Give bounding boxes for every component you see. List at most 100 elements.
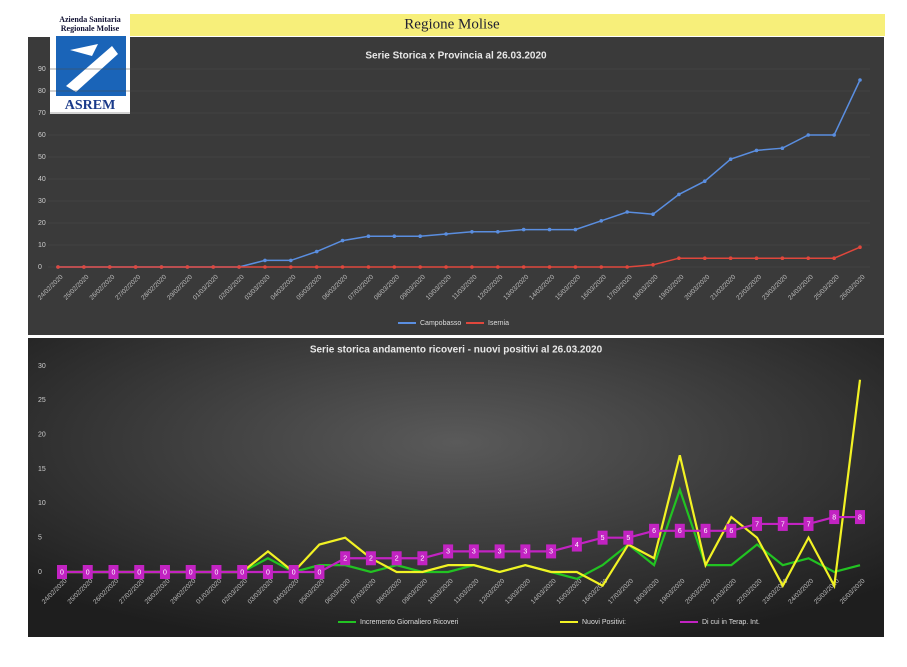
data-label: 0	[112, 569, 116, 576]
y-tick-label: 60	[38, 132, 46, 139]
y-tick-label: 40	[38, 176, 46, 183]
data-label-box	[211, 565, 222, 579]
series-line	[58, 246, 861, 268]
data-label: 0	[137, 569, 141, 576]
data-label-box	[108, 565, 119, 579]
point	[573, 265, 578, 269]
point	[754, 148, 759, 153]
point	[470, 230, 474, 234]
data-label-box	[237, 565, 248, 579]
data-label: 7	[755, 521, 759, 528]
point	[392, 265, 397, 269]
point	[728, 157, 733, 161]
data-label: 3	[472, 549, 476, 556]
data-label: 0	[292, 569, 296, 576]
data-label-box	[340, 551, 351, 566]
data-label-box	[803, 516, 814, 531]
point	[547, 227, 552, 232]
y-tick-label: 0	[38, 264, 42, 271]
data-label: 0	[189, 569, 193, 576]
data-label-box	[262, 565, 273, 579]
data-label-box	[134, 565, 145, 579]
legend-label: Nuovi Positivi:	[582, 619, 626, 626]
point	[521, 265, 526, 269]
data-label: 6	[678, 528, 682, 535]
data-label: 3	[523, 549, 527, 556]
legend-label: Incremento Giornaliero Ricoveri	[360, 619, 459, 626]
data-label: 7	[807, 521, 811, 528]
logo-name: ASREM	[65, 98, 116, 113]
point	[470, 265, 474, 269]
logo-line1: Azienda Sanitaria	[59, 15, 121, 24]
data-label-box	[752, 516, 763, 531]
data-label: 0	[163, 569, 167, 576]
data-label: 0	[240, 569, 244, 576]
point	[754, 256, 759, 261]
point	[366, 234, 371, 238]
data-label-box	[443, 544, 454, 559]
point	[858, 245, 862, 249]
y-tick-label: 15	[38, 466, 46, 473]
data-label: 5	[601, 535, 605, 542]
data-label-box	[468, 544, 479, 559]
point	[314, 265, 319, 269]
data-label-box	[185, 565, 196, 579]
point	[185, 265, 190, 269]
data-label-box	[546, 544, 557, 559]
data-label-box	[855, 510, 865, 525]
data-label-box	[417, 551, 428, 566]
point	[573, 227, 578, 232]
point	[702, 179, 707, 183]
point	[496, 230, 500, 234]
point	[651, 212, 655, 216]
data-label-box	[288, 565, 299, 579]
point	[289, 265, 293, 269]
data-label: 0	[317, 569, 321, 576]
data-label-box	[649, 523, 660, 538]
point	[159, 265, 164, 269]
point	[702, 256, 707, 261]
data-label: 2	[395, 556, 399, 563]
legend-label: Isernia	[488, 320, 509, 327]
data-label: 0	[86, 569, 90, 576]
header-title: Regione Molise	[404, 16, 500, 32]
y-tick-label: 50	[38, 154, 46, 161]
point	[677, 192, 681, 197]
point	[806, 256, 811, 261]
data-label-box	[391, 551, 402, 566]
data-label: 0	[60, 569, 64, 576]
panel-1	[28, 37, 884, 335]
point	[728, 256, 733, 261]
point	[444, 232, 448, 236]
point	[625, 210, 629, 214]
data-label: 6	[729, 528, 733, 535]
point	[107, 265, 112, 269]
data-label-box	[623, 530, 634, 545]
data-label: 3	[446, 549, 450, 556]
point	[418, 234, 422, 238]
point	[56, 265, 60, 269]
y-tick-label: 80	[38, 88, 46, 95]
y-tick-label: 90	[38, 66, 46, 73]
point	[780, 146, 785, 150]
data-label: 2	[343, 556, 347, 563]
point	[211, 265, 216, 269]
data-label-box	[777, 516, 788, 531]
point	[237, 265, 241, 269]
y-tick-label: 5	[38, 535, 42, 542]
data-label: 6	[652, 528, 656, 535]
point	[599, 265, 604, 269]
logo: Azienda Sanitaria Regionale Molise ASREM	[50, 14, 130, 114]
y-tick-label: 20	[38, 220, 46, 227]
data-label: 2	[420, 556, 424, 563]
data-label-box	[674, 523, 685, 538]
point	[599, 219, 604, 223]
point	[263, 265, 267, 269]
logo-s	[66, 44, 118, 92]
legend-label: Campobasso	[420, 320, 461, 327]
y-tick-label: 30	[38, 198, 46, 205]
y-tick-label: 10	[38, 500, 46, 507]
data-label-box	[159, 565, 170, 579]
data-label-box	[82, 565, 93, 579]
point	[444, 265, 448, 269]
